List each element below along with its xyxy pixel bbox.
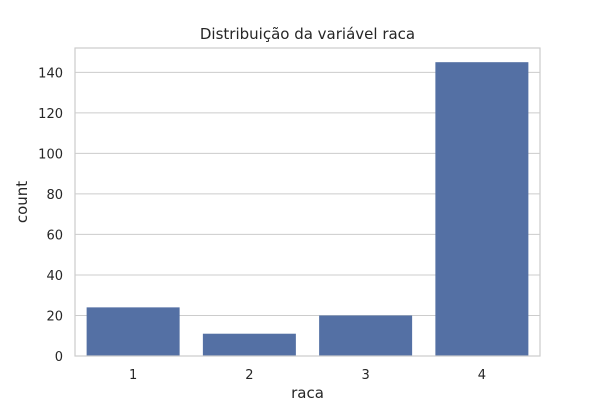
y-tick-label: 40	[46, 269, 63, 284]
x-tick-label: 4	[478, 368, 486, 383]
chart-title: Distribuição da variável raca	[200, 25, 415, 43]
x-tick-label: 3	[361, 368, 369, 383]
bar-2	[202, 333, 296, 356]
y-tick-label: 60	[46, 228, 63, 243]
plot-frame	[74, 47, 541, 357]
bar-1	[86, 307, 180, 356]
x-axis-label: raca	[291, 384, 324, 400]
y-tick-label: 20	[46, 309, 63, 324]
x-tick-label: 1	[129, 368, 137, 383]
y-tick-labels: 0 20 40 60 80 100 120 140	[38, 66, 63, 365]
y-tick-label: 100	[38, 147, 63, 162]
x-tick-label: 2	[245, 368, 253, 383]
y-tick-label: 140	[38, 66, 63, 81]
y-tick-label: 0	[55, 350, 63, 365]
y-tick-label: 120	[38, 107, 63, 122]
bars	[86, 62, 529, 357]
bar-3	[319, 315, 413, 356]
y-tick-label: 80	[46, 188, 63, 203]
bar-4	[435, 62, 529, 357]
x-tick-labels: 1 2 3 4	[129, 368, 486, 383]
y-axis-label: count	[13, 181, 31, 223]
